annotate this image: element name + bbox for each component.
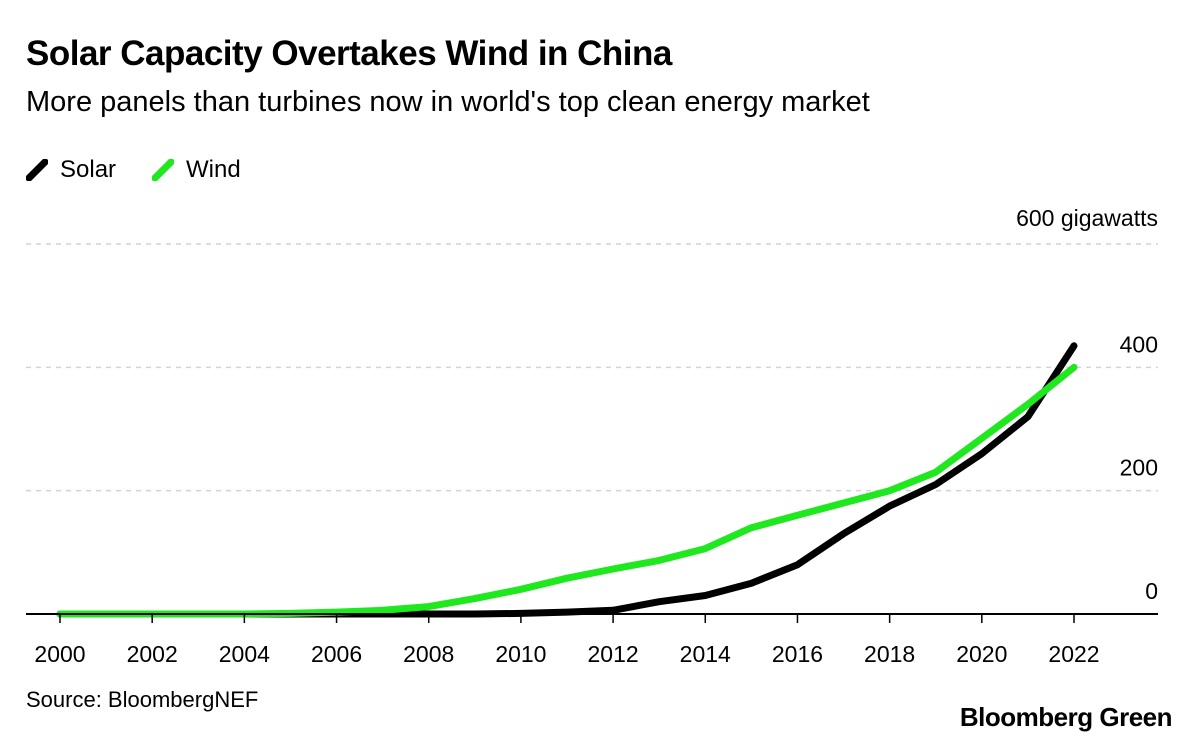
y-tick-label-0: 0: [1145, 578, 1158, 604]
x-tick-label-2022: 2022: [1048, 641, 1099, 667]
legend-label-wind: Wind: [186, 156, 241, 183]
x-tick-label-2002: 2002: [127, 641, 178, 667]
legend-label-solar: Solar: [60, 156, 117, 183]
y-tick-label-200: 200: [1120, 455, 1158, 481]
x-tick-label-2020: 2020: [956, 641, 1007, 667]
solar-legend-swatch-icon: [26, 159, 48, 181]
x-tick-label-2012: 2012: [588, 641, 639, 667]
wind-legend-swatch-icon: [152, 159, 175, 181]
x-tick-label-2014: 2014: [680, 641, 731, 667]
chart-subtitle: More panels than turbines now in world's…: [26, 86, 870, 118]
source-note: Source: BloombergNEF: [26, 687, 259, 712]
x-tick-label-2006: 2006: [311, 641, 362, 667]
legend: Solar Wind: [26, 156, 277, 184]
brand-logo: Bloomberg Green: [959, 702, 1173, 732]
x-tick-label-2016: 2016: [772, 641, 823, 667]
x-tick-label-2008: 2008: [403, 641, 454, 667]
x-tick-label-2010: 2010: [495, 641, 546, 667]
x-tick-label-2004: 2004: [219, 641, 270, 667]
chart-title: Solar Capacity Overtakes Wind in China: [26, 34, 672, 73]
legend-item-wind: Wind: [152, 156, 241, 184]
y-tick-label-600: 600 gigawatts: [1016, 205, 1158, 231]
x-tick-label-2018: 2018: [864, 641, 915, 667]
legend-item-solar: Solar: [26, 156, 116, 184]
y-tick-label-400: 400: [1120, 331, 1158, 357]
x-tick-label-2000: 2000: [34, 641, 85, 667]
